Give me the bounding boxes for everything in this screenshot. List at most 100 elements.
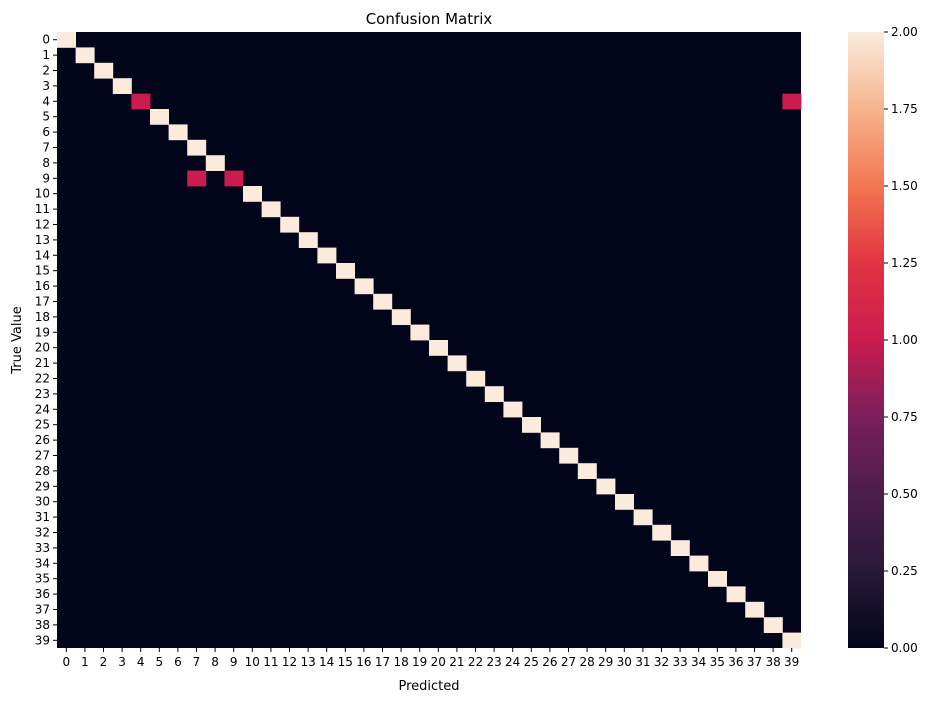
heatmap-cell bbox=[150, 109, 169, 125]
y-tick-label: 16 bbox=[35, 279, 50, 293]
y-tick-label: 6 bbox=[42, 125, 50, 139]
heatmap-cell bbox=[298, 232, 318, 248]
x-tick-label: 24 bbox=[505, 655, 520, 669]
y-tick-label: 27 bbox=[35, 449, 50, 463]
y-tick-label: 21 bbox=[35, 356, 50, 370]
heatmap-cell bbox=[75, 47, 95, 64]
y-tick-label: 31 bbox=[35, 510, 50, 524]
y-tick-label: 14 bbox=[35, 248, 50, 262]
y-tick-label: 20 bbox=[35, 341, 50, 355]
y-tick-label: 28 bbox=[35, 464, 50, 478]
x-tick-label: 37 bbox=[747, 655, 762, 669]
x-tick-label: 3 bbox=[118, 655, 126, 669]
colorbar-tick-label: 2.00 bbox=[891, 25, 918, 39]
heatmap-cell bbox=[522, 417, 541, 433]
heatmap-cell bbox=[317, 247, 337, 264]
heatmap-cell bbox=[577, 463, 597, 479]
colorbar-tick-label: 0.50 bbox=[891, 487, 918, 501]
y-tick-label: 22 bbox=[35, 372, 50, 386]
x-tick-label: 5 bbox=[155, 655, 163, 669]
colorbar-ticks: 0.00 0.25 0.50 0.75 1.00 1.25 1.50 1.75 2.00 bbox=[884, 25, 918, 655]
y-axis-ticks: 0123456789101112131415161718192021222324… bbox=[35, 33, 57, 647]
heatmap-cell bbox=[243, 186, 262, 202]
y-tick-label: 4 bbox=[42, 94, 50, 108]
y-tick-label: 3 bbox=[42, 79, 50, 93]
y-tick-label: 30 bbox=[35, 495, 50, 509]
heatmap-cell bbox=[224, 170, 244, 187]
colorbar-tick-label: 1.75 bbox=[891, 102, 918, 116]
heatmap-cell bbox=[336, 263, 355, 279]
x-tick-label: 22 bbox=[468, 655, 483, 669]
colorbar-tick-label: 1.25 bbox=[891, 256, 918, 270]
x-axis-ticks: 0 1 2 3 4 5 6 7 8 9 10 11 12 13 14 15 16 17 18 19 20 21 22 23 24… bbox=[62, 648, 799, 669]
y-tick-label: 33 bbox=[35, 541, 50, 555]
y-tick-label: 5 bbox=[42, 110, 50, 124]
heatmap-cell bbox=[373, 293, 393, 310]
heatmap-cell bbox=[484, 386, 504, 402]
heatmap-cell bbox=[633, 509, 653, 526]
x-tick-label: 2 bbox=[100, 655, 108, 669]
chart-title: Confusion Matrix bbox=[366, 10, 493, 28]
colorbar-tick-label: 0.00 bbox=[891, 641, 918, 655]
y-axis-label: True Value bbox=[10, 306, 25, 374]
x-tick-label: 10 bbox=[245, 655, 260, 669]
x-tick-label: 38 bbox=[765, 655, 780, 669]
x-tick-label: 26 bbox=[542, 655, 557, 669]
x-tick-label: 30 bbox=[617, 655, 632, 669]
y-tick-label: 29 bbox=[35, 479, 50, 493]
y-tick-label: 1 bbox=[42, 48, 50, 62]
heatmap-cell bbox=[429, 340, 448, 356]
x-tick-label: 0 bbox=[62, 655, 70, 669]
heatmap-cell bbox=[280, 216, 300, 233]
y-tick-label: 34 bbox=[35, 556, 50, 570]
heatmap-cell bbox=[540, 432, 560, 449]
x-tick-label: 11 bbox=[263, 655, 278, 669]
heatmap-cell bbox=[447, 355, 467, 372]
x-tick-label: 36 bbox=[728, 655, 743, 669]
x-tick-label: 15 bbox=[338, 655, 353, 669]
x-tick-label: 12 bbox=[282, 655, 297, 669]
x-tick-label: 35 bbox=[710, 655, 725, 669]
heatmap-cell bbox=[782, 632, 802, 649]
x-tick-label: 16 bbox=[356, 655, 371, 669]
y-tick-label: 38 bbox=[35, 618, 50, 632]
x-tick-label: 17 bbox=[375, 655, 390, 669]
heatmap-cell bbox=[652, 524, 672, 541]
heatmap-cell bbox=[205, 155, 225, 171]
heatmap-cell bbox=[131, 93, 151, 110]
heatmap-cell bbox=[559, 447, 579, 464]
y-tick-label: 13 bbox=[35, 233, 50, 247]
heatmap-cell bbox=[261, 201, 281, 218]
heatmap-cell bbox=[354, 278, 374, 295]
x-tick-label: 18 bbox=[393, 655, 408, 669]
y-tick-label: 10 bbox=[35, 187, 50, 201]
heatmap-cell bbox=[708, 571, 727, 587]
y-tick-label: 12 bbox=[35, 218, 50, 232]
heatmap-cell bbox=[670, 540, 690, 556]
x-tick-label: 23 bbox=[486, 655, 501, 669]
heatmap-cell bbox=[689, 555, 709, 572]
y-tick-label: 19 bbox=[35, 325, 50, 339]
y-tick-label: 7 bbox=[42, 141, 50, 155]
x-tick-label: 19 bbox=[412, 655, 427, 669]
heatmap-cell bbox=[410, 324, 430, 341]
x-tick-label: 29 bbox=[598, 655, 613, 669]
heatmap-cell bbox=[763, 617, 783, 633]
x-tick-label: 25 bbox=[524, 655, 539, 669]
heatmap-cell bbox=[391, 309, 411, 325]
y-tick-label: 11 bbox=[35, 202, 50, 216]
x-tick-label: 6 bbox=[174, 655, 182, 669]
x-tick-label: 21 bbox=[449, 655, 464, 669]
y-tick-label: 35 bbox=[35, 572, 50, 586]
y-tick-label: 23 bbox=[35, 387, 50, 401]
x-axis-label: Predicted bbox=[398, 679, 459, 694]
y-tick-label: 15 bbox=[35, 264, 50, 278]
y-tick-label: 2 bbox=[42, 64, 50, 78]
x-tick-label: 27 bbox=[561, 655, 576, 669]
y-tick-label: 39 bbox=[35, 633, 50, 647]
y-tick-label: 36 bbox=[35, 587, 50, 601]
heatmap-cell bbox=[615, 494, 634, 510]
x-tick-label: 8 bbox=[211, 655, 219, 669]
x-tick-label: 39 bbox=[784, 655, 799, 669]
